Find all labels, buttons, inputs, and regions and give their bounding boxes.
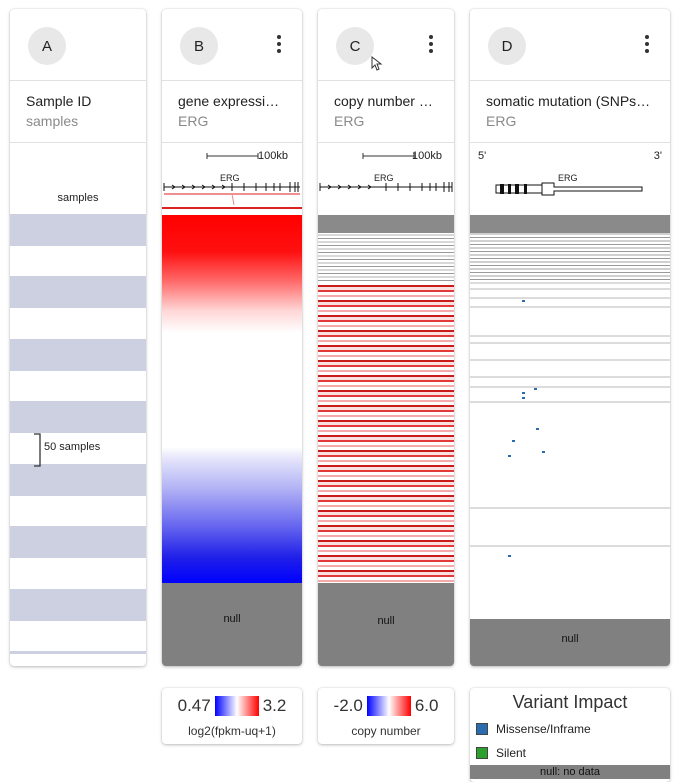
mutation-gray-top [470,215,670,233]
column-a-title: Sample ID [26,93,92,109]
mutation-mark [522,397,525,399]
missense-swatch [476,723,488,735]
legend-item-missense: Missense/Inframe [476,722,591,736]
scale-label-c: 100kb [412,150,442,162]
gene-model-d[interactable] [470,181,670,201]
gene-label-c: ERG [374,173,394,183]
column-c-copy-number: C copy number … ERG ERG 100kb null [318,9,454,666]
column-b-gene-expression: B gene expressi… ERG ERG 100kb null [162,9,302,666]
silent-swatch [476,747,488,759]
legend-item-silent: Silent [476,746,526,760]
gene-model-c[interactable] [318,149,454,199]
column-a-header[interactable]: A [10,9,146,81]
samples-bracket [34,433,41,467]
variant-impact-title: Variant Impact [512,692,628,712]
column-a-title-block: Sample ID samples [10,81,146,143]
null-label-b: null [223,613,241,625]
column-c-title: copy number … [334,93,433,109]
missense-label: Missense/Inframe [496,722,591,736]
mutation-mark [508,555,511,557]
mutation-mark [522,392,525,394]
sample-band [10,464,146,496]
silent-label: Silent [496,746,527,760]
mutation-tracks[interactable] [470,281,670,581]
sample-band [10,401,146,433]
mutation-mark [512,440,515,442]
sample-band [10,339,146,371]
expression-legend-caption: log2(fpkm-uq+1) [188,724,276,738]
mouse-cursor-icon [371,56,383,71]
expression-legend-min: 0.47 [177,696,211,715]
sample-band [10,276,146,308]
null-block-b[interactable] [162,583,302,666]
null-block-d[interactable] [470,619,670,666]
sample-band [10,589,146,621]
gene-model-b[interactable] [162,149,302,209]
scale-label-b: 100kb [258,150,288,162]
column-a-badge: A [28,27,66,65]
copy-number-color-bar [366,696,411,716]
column-a-subtitle: samples [26,113,79,129]
column-d-title-block: somatic mutation (SNPs… ERG [470,81,670,143]
three-prime-label: 3' [653,150,662,162]
samples-bands[interactable] [10,214,146,654]
mutation-mark [542,451,545,453]
samples-track-label: samples [57,192,99,204]
copy-number-legend-caption: copy number [351,724,421,738]
column-d-menu-icon[interactable] [642,35,652,55]
column-d-subtitle: ERG [486,113,517,129]
gene-label-d: ERG [558,173,578,183]
mutation-mark [534,388,537,390]
expression-legend-max: 3.2 [262,696,287,715]
sample-band [10,526,146,558]
copy-number-legend: -2.0 6.0 copy number [318,688,454,744]
null-label-d: null [561,633,579,645]
column-d-title: somatic mutation (SNPs… [486,93,651,109]
column-c-title-block: copy number … ERG [318,81,454,143]
mutation-mark [536,428,539,430]
mutation-mark [522,300,525,302]
column-d-header[interactable]: D [470,9,670,81]
column-c-menu-icon[interactable] [426,35,436,55]
variant-impact-legend: Variant Impact Missense/Inframe Silent n… [470,688,670,782]
copy-number-light-block [318,234,454,282]
expression-color-bar [214,696,259,716]
column-b-menu-icon[interactable] [274,35,284,55]
copy-number-legend-max: 6.0 [414,696,439,715]
column-c-badge: C [336,27,374,65]
sample-band [10,214,146,246]
column-b-title-block: gene expressi… ERG [162,81,302,143]
column-c-subtitle: ERG [334,113,365,129]
column-b-title: gene expressi… [178,93,280,109]
mutation-mark [508,455,511,457]
column-b-badge: B [180,27,218,65]
column-d-somatic-mutation: D somatic mutation (SNPs… ERG 5' 3' ERG [470,9,670,666]
column-b-subtitle: ERG [178,113,209,129]
column-d-badge: D [488,27,526,65]
null-block-c[interactable] [318,583,454,666]
column-a-samples: A Sample ID samples samples 50 samples [10,9,146,666]
expression-legend: 0.47 3.2 log2(fpkm-uq+1) [162,688,302,744]
gene-label-b: ERG [220,173,240,183]
bracket-label: 50 samples [44,441,101,453]
mutation-light-block [470,233,670,281]
null-label-c: null [377,615,395,627]
expression-heatmap[interactable] [162,215,302,583]
null-no-data-label: null: no data [470,765,670,779]
five-prime-label: 5' [478,150,487,162]
sample-band [10,651,146,654]
column-c-header[interactable]: C [318,9,454,81]
copy-number-legend-min: -2.0 [333,696,363,715]
column-b-header[interactable]: B [162,9,302,81]
copy-number-gray-top [318,215,454,233]
